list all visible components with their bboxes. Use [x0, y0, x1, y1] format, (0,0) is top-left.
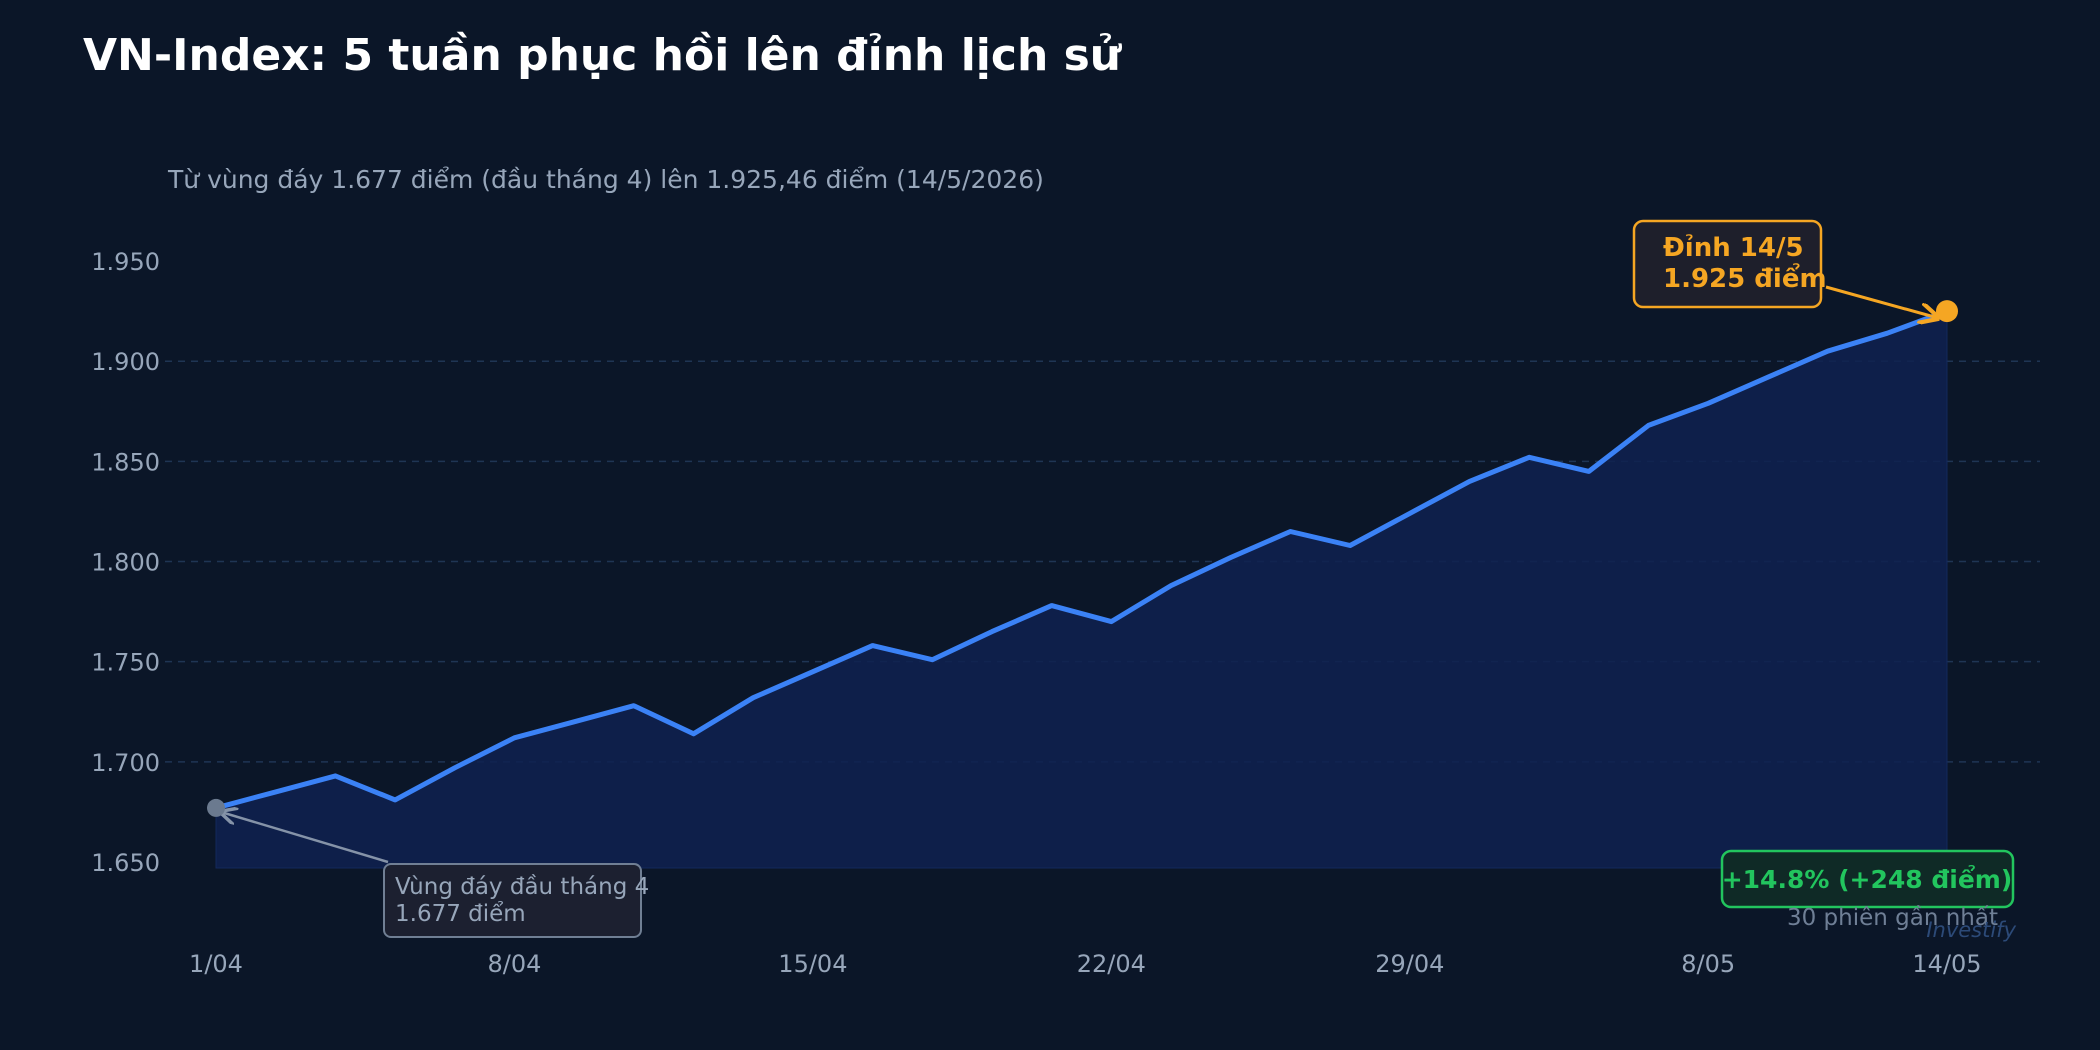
data-point [1765, 374, 1771, 380]
y-tick-label: 1.650 [91, 849, 160, 877]
data-point [273, 789, 279, 795]
data-point [571, 719, 577, 725]
y-axis-tick-labels: 1.650 1.700 1.750 1.800 1.850 1.900 1.950 [91, 248, 160, 877]
x-tick-label: 15/04 [778, 950, 847, 978]
data-point [989, 629, 995, 635]
low-label-line2: 1.677 điểm [395, 901, 526, 927]
x-tick-label: 8/05 [1681, 950, 1735, 978]
x-tick-label: 8/04 [487, 950, 541, 978]
data-point [1347, 542, 1353, 548]
y-tick-label: 1.800 [91, 549, 160, 577]
data-point [1407, 510, 1413, 516]
data-point [1705, 400, 1711, 406]
y-tick-label: 1.850 [91, 448, 160, 476]
data-point [810, 669, 816, 675]
low-annotation: Vùng đáy đầu tháng 4 1.677 điểm [221, 812, 649, 938]
series-line [213, 308, 1950, 811]
x-axis-tick-labels: 1/04 8/04 15/04 22/04 29/04 8/05 14/05 [189, 950, 1982, 978]
data-point [1586, 468, 1592, 474]
x-tick-label: 29/04 [1375, 950, 1444, 978]
peak-label-line2: 1.925 điểm [1663, 261, 1827, 294]
data-point [1168, 583, 1174, 589]
data-point [750, 695, 756, 701]
low-marker [207, 798, 225, 817]
watermark: Investify [1926, 918, 2016, 942]
peak-annotation: Đỉnh 14/5 1.925 điểm [1632, 219, 1938, 318]
low-arrow [221, 812, 389, 864]
change-text: +14.8% (+248 điểm) [1722, 864, 2013, 894]
data-point [1884, 330, 1890, 336]
data-point [870, 643, 876, 649]
data-point [1287, 528, 1293, 534]
peak-marker [1936, 300, 1958, 323]
chart-title: VN-Index: 5 tuần phục hồi lên đỉnh lịch … [83, 30, 1123, 81]
summary: +14.8% (+248 điểm) 30 phiên gần nhất Inv… [1720, 849, 2017, 942]
data-point [511, 735, 517, 741]
data-point [1825, 348, 1831, 354]
peak-label-box [1632, 219, 1823, 309]
data-point [452, 765, 458, 771]
data-point [1049, 603, 1055, 609]
x-tick-label: 14/05 [1912, 950, 1981, 978]
peak-label-line1: Đỉnh 14/5 [1663, 233, 1804, 263]
data-point [1646, 422, 1652, 428]
x-tick-label: 22/04 [1077, 950, 1146, 978]
data-point [691, 731, 697, 737]
data-point [1228, 555, 1234, 561]
y-tick-label: 1.750 [91, 649, 160, 677]
data-point [1466, 478, 1472, 484]
peak-arrow [1825, 285, 1938, 318]
data-point [332, 773, 338, 779]
low-label-line1: Vùng đáy đầu tháng 4 [395, 874, 649, 900]
data-point [392, 797, 398, 803]
data-point [631, 703, 637, 709]
x-tick-label: 1/04 [189, 950, 243, 978]
y-tick-label: 1.700 [91, 749, 160, 777]
low-label-box [383, 863, 642, 938]
y-tick-label: 1.900 [91, 348, 160, 376]
change-badge [1720, 849, 2015, 909]
data-point [1108, 619, 1114, 625]
sessions-text: 30 phiên gần nhất [1787, 905, 1998, 931]
y-tick-label: 1.950 [91, 248, 160, 276]
data-point [929, 657, 935, 663]
chart-subtitle: Từ vùng đáy 1.677 điểm (đầu tháng 4) lên… [167, 165, 1044, 194]
data-point [1526, 454, 1532, 460]
